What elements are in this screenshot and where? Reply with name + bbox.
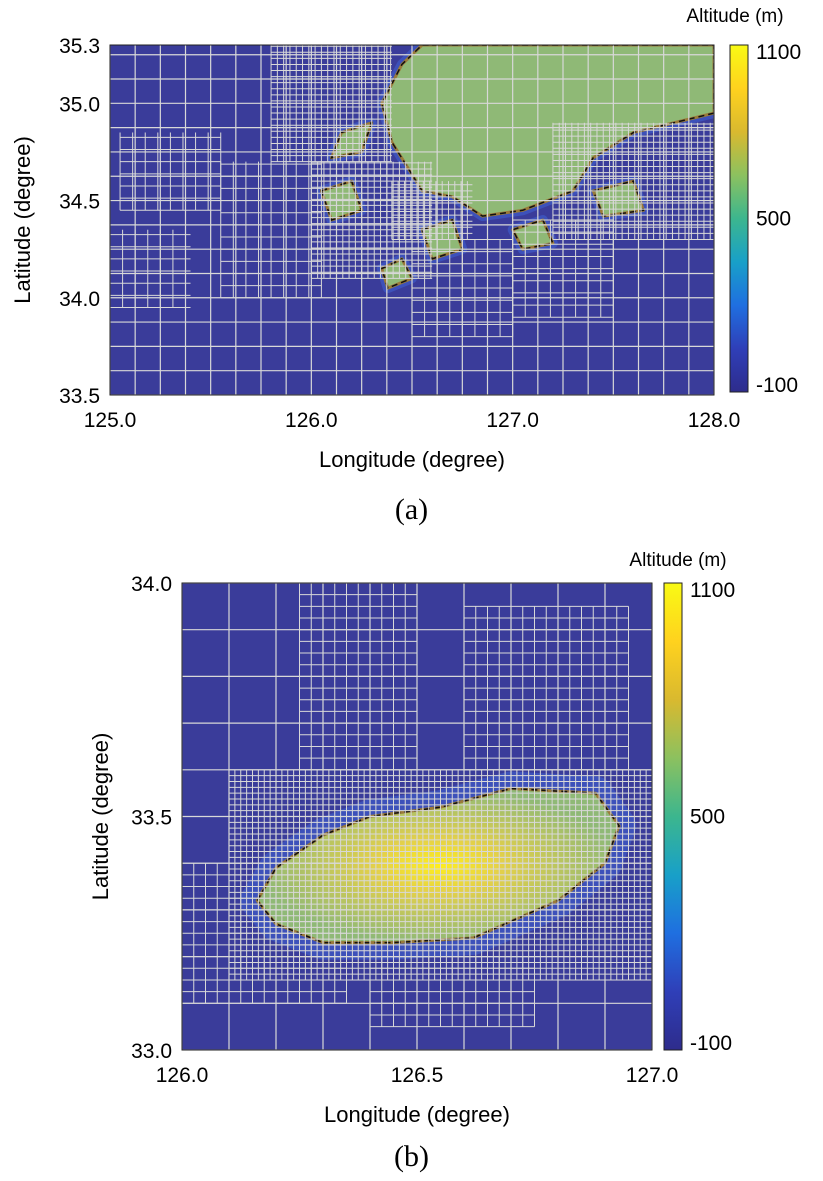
chart-a-ytick-label: 33.5 — [59, 385, 100, 408]
chart-a-plot-area — [110, 45, 714, 395]
chart-b-colorbar-label: Altitude (m) — [629, 550, 726, 571]
chart-b-ytick-label: 33.5 — [131, 807, 172, 830]
chart-b-svg: 126.0 126.5 127.0 33.0 33.5 34.0 Longitude (de… — [88, 550, 735, 1127]
chart-b-plot-area — [182, 583, 652, 1050]
chart-a-colorbar-tick: -100 — [756, 374, 798, 397]
chart-a-xlabel: Longitude (degree) — [319, 447, 505, 472]
chart-b-xlabel: Longitude (degree) — [324, 1102, 510, 1127]
chart-a-colorbar-tick: 500 — [756, 208, 791, 231]
chart-b-ytick-label: 34.0 — [131, 573, 172, 596]
chart-a-colorbar-label: Altitude (m) — [686, 6, 783, 27]
chart-b-colorbar-tick: 500 — [690, 806, 725, 829]
chart-b-xtick-label: 127.0 — [626, 1064, 679, 1087]
chart-a-coastline-5 — [592, 180, 645, 217]
chart-b-xtick-label: 126.5 — [391, 1064, 444, 1087]
chart-b-colorbar-tick: -100 — [690, 1032, 732, 1055]
chart-b-ytick-label: 33.0 — [131, 1040, 172, 1063]
chart-a-ylabel: Latitude (degree) — [10, 136, 35, 304]
chart-a-coastline-0 — [381, 45, 714, 217]
chart-a-svg: 125.0 126.0 127.0 128.0 33.5 34.0 34.5 35.0 35.3… — [10, 6, 801, 472]
chart-b-colorbar — [663, 582, 683, 1051]
chart-b-xtick-label: 126.0 — [156, 1064, 209, 1087]
chart-a-frame — [109, 44, 715, 396]
chart-a-ytick-label: 35.3 — [59, 35, 100, 58]
chart-a-ytick-label: 34.5 — [59, 191, 100, 214]
chart-a-colorbar — [729, 44, 749, 393]
panel-b: 126.0 126.5 127.0 33.0 33.5 34.0 Longitude (de… — [0, 550, 823, 1181]
chart-b-colorbar-tick: 1100 — [690, 579, 735, 602]
caption-a: (a) — [394, 493, 429, 526]
chart-b-frame — [181, 582, 653, 1051]
chart-a-ytick-label: 35.0 — [59, 93, 100, 116]
panel-a: 125.0 126.0 127.0 128.0 33.5 34.0 34.5 35.0 35.3… — [0, 0, 823, 560]
chart-a-coastline-4 — [511, 219, 554, 251]
chart-a-xtick-label: 128.0 — [688, 409, 741, 432]
chart-a-xtick-label: 127.0 — [486, 409, 539, 432]
chart-b-ylabel: Latitude (degree) — [88, 733, 113, 901]
chart-a-xtick-label: 125.0 — [84, 409, 137, 432]
chart-a-colorbar-tick: 1100 — [756, 41, 801, 64]
chart-a-xtick-label: 126.0 — [285, 409, 338, 432]
caption-b: (b) — [394, 1140, 429, 1173]
chart-a-ytick-label: 34.0 — [59, 288, 100, 311]
